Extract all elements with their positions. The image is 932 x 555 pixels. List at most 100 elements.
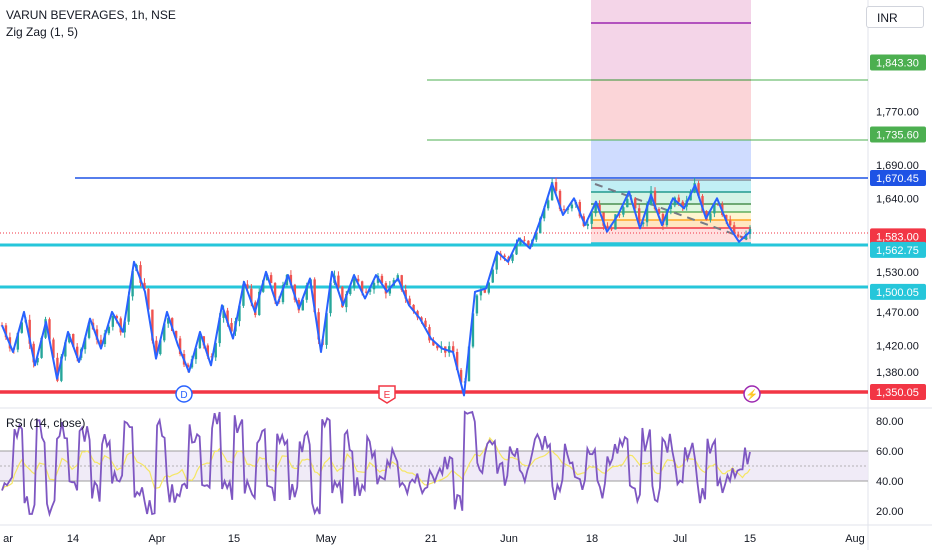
candle-body [594, 204, 597, 214]
price-tick-7: 1,770.00 [876, 107, 919, 119]
candle-body [119, 318, 122, 333]
candle-body [115, 316, 118, 319]
candle-body [420, 317, 423, 321]
candle-body [578, 202, 582, 217]
candle-body [139, 265, 142, 283]
candle-body [657, 209, 661, 215]
candle-body [131, 270, 134, 297]
candle-body [273, 283, 277, 301]
candle-body [455, 351, 459, 371]
candle-body [483, 289, 487, 293]
candle-body [72, 333, 75, 347]
candle-body [546, 200, 550, 209]
candle-body [614, 214, 617, 230]
candle-body [214, 343, 217, 358]
fib-band-1 [591, 180, 751, 192]
candle-body [52, 339, 55, 358]
candle-body [107, 326, 111, 334]
rsi-legend[interactable]: RSI (14, close) [6, 416, 86, 430]
split-marker[interactable]: ⚡ [743, 385, 761, 403]
candle-body [550, 182, 554, 201]
candle-body [669, 205, 673, 209]
candle-body [590, 213, 593, 224]
candle-body [95, 329, 99, 340]
earnings-marker-shape [378, 385, 396, 404]
candle-body [503, 255, 506, 258]
earnings-marker[interactable]: E [378, 385, 396, 404]
candle-body [412, 304, 415, 312]
time-tick-6: Jun [500, 533, 518, 545]
zigzag-legend[interactable]: Zig Zag (1, 5) [6, 25, 79, 39]
candle-body [83, 337, 87, 350]
fib-band-5 [591, 220, 751, 228]
earnings-marker-label: E [384, 390, 391, 401]
candle-body [56, 357, 59, 381]
candle-body [313, 279, 316, 313]
candle-body [325, 313, 328, 345]
time-tick-8: Jul [673, 533, 687, 545]
time-tick-2: Apr [148, 533, 165, 545]
target-zone-upper [591, 0, 751, 80]
candle-body [602, 212, 605, 226]
candle-body [356, 278, 360, 282]
candle-body [28, 319, 31, 344]
candle-body [451, 346, 455, 352]
candle-body [424, 320, 427, 328]
candle-body [349, 287, 352, 295]
candle-body [281, 285, 285, 303]
rsi-line [1, 410, 751, 518]
candle-body [40, 337, 43, 358]
candle-body [174, 331, 178, 339]
candle-body [317, 312, 320, 340]
candle-body [380, 275, 384, 284]
candle-body [238, 305, 241, 322]
dividend-marker[interactable]: D [175, 385, 193, 403]
symbol-title[interactable]: VARUN BEVERAGES, 1h, NSE [6, 8, 176, 22]
candle-body [372, 282, 376, 290]
candle-body [562, 209, 566, 211]
candle-body [151, 309, 154, 341]
time-tick-1: 14 [67, 533, 79, 545]
candle-body [634, 198, 637, 209]
candle-body [341, 287, 344, 308]
candle-body [400, 275, 403, 290]
candle-body [535, 233, 538, 240]
price-label-6: 1,350.05 [876, 387, 919, 399]
candle-body [242, 284, 245, 306]
candle-body [48, 319, 51, 340]
candle-body [289, 274, 293, 285]
candle-body [570, 204, 574, 209]
candle-body [543, 208, 546, 219]
candle-body [448, 346, 451, 353]
candle-body [539, 218, 542, 234]
candle-body [618, 214, 621, 216]
candle-body [729, 220, 732, 226]
candle-body [558, 190, 562, 210]
candle-body [626, 199, 629, 208]
candle-body [218, 317, 221, 344]
price-label-1: 1,735.60 [876, 129, 919, 141]
candles-group [0, 177, 752, 385]
price-tick-2: 1,470.00 [876, 307, 919, 319]
currency-selector[interactable]: INR [866, 6, 924, 28]
rsi-tick-0: 20.00 [876, 506, 904, 518]
rsi-axis[interactable]: 20.00 40.00 60.00 80.00 [876, 416, 904, 518]
price-label-0: 1,843.30 [876, 58, 919, 70]
price-label-3: 1,583.00 [876, 231, 919, 243]
candle-body [511, 254, 514, 261]
candle-body [459, 370, 463, 383]
time-axis[interactable]: ar 14 Apr 15 May 21 Jun 18 Jul 15 Aug [3, 533, 865, 545]
candle-body [736, 234, 740, 237]
candle-body [467, 346, 471, 382]
rsi-tick-3: 80.00 [876, 416, 904, 428]
candle-body [155, 340, 158, 355]
candle-body [748, 229, 752, 235]
candle-body [20, 322, 23, 333]
position-tool[interactable] [591, 0, 751, 178]
candle-body [198, 336, 202, 349]
price-axis[interactable]: 1,380.00 1,420.00 1,470.00 1,530.00 1,583.00… [870, 54, 926, 400]
candle-body [673, 197, 677, 206]
candle-body [60, 356, 63, 381]
